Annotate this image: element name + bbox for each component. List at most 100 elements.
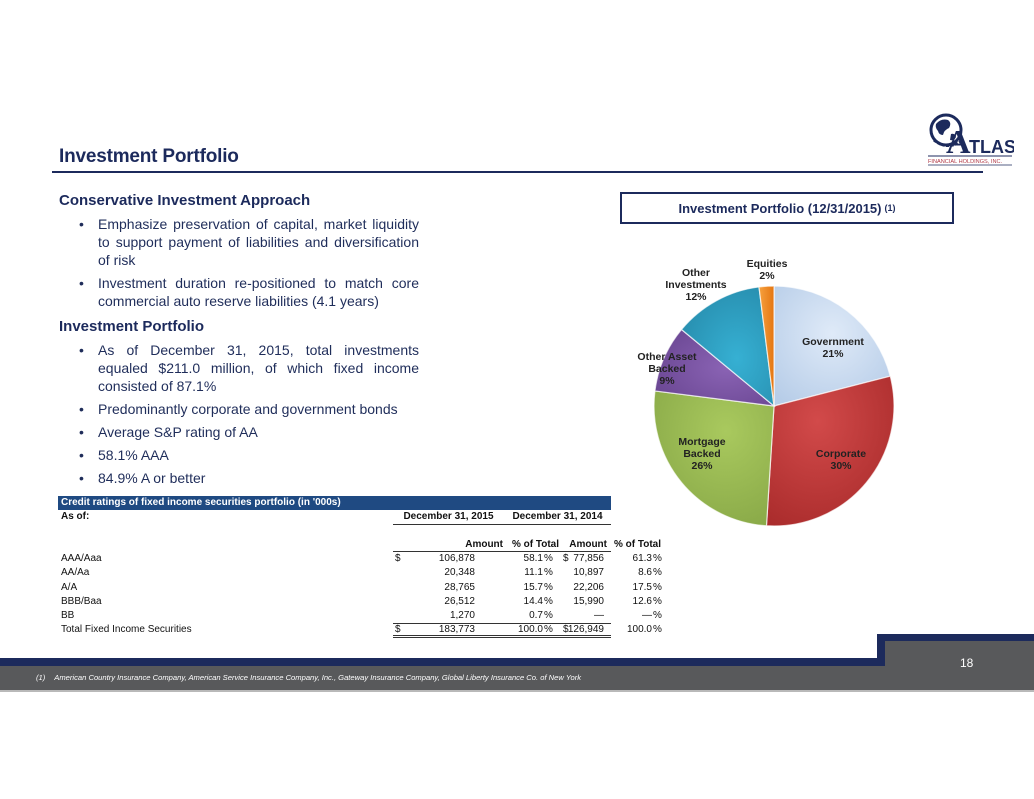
pie-label-corporate: Corporate 30%	[816, 448, 866, 472]
title-divider	[52, 171, 983, 173]
col-header-pct-2015: % of Total	[511, 539, 559, 550]
company-logo: A TLAS FINANCIAL HOLDINGS, INC.	[924, 110, 1016, 170]
currency-symbol: $	[563, 624, 569, 636]
total-amount-2014: 126,949	[567, 624, 604, 636]
pct-2014: 17.5	[632, 581, 652, 593]
amount-2015: 26,512	[444, 595, 475, 607]
amount-2014: 77,856	[573, 553, 604, 565]
table-body: AAA/Aaa $106,878 58.1% $77,856 61.3% AA/Aa 20,…	[58, 552, 662, 623]
logo-a: A	[946, 124, 971, 161]
table-total-row: Total Fixed Income Securities $ 183,773 …	[58, 623, 662, 639]
table-row: BBB/Baa 26,512 14.4% 15,990 12.6%	[58, 595, 662, 609]
footnote-text: American Country Insurance Company, Amer…	[54, 673, 582, 682]
footer-accent-left	[0, 658, 885, 666]
pct-2014: 8.6	[638, 567, 652, 579]
amount-2014: 10,897	[573, 567, 604, 579]
total-pct-2015: 100.0	[517, 624, 543, 636]
chart-footnote-ref: (1)	[884, 203, 896, 213]
pct-2015: 58.1	[523, 553, 543, 565]
currency-symbol: $	[395, 553, 401, 565]
total-pct-2014: 100.0	[626, 624, 652, 636]
footer-bottom-line	[0, 690, 1034, 692]
total-bottom-border	[393, 635, 611, 639]
amount-2015: 1,270	[449, 609, 475, 621]
col-header-amount-2014: Amount	[569, 539, 607, 550]
pct-symbol: %	[653, 609, 662, 621]
period-header-2015: December 31, 2015	[393, 510, 504, 526]
approach-bullets: Emphasize preservation of capital, marke…	[59, 215, 419, 310]
rating-label: AAA/Aaa	[61, 553, 102, 565]
total-top-border	[393, 623, 611, 625]
pie-label-government: Government 21%	[802, 336, 864, 360]
pie-label-equities: Equities 2%	[747, 258, 788, 282]
pie-label-mortgage-backed: Mortgage Backed 26%	[678, 436, 725, 472]
header-underline	[393, 551, 611, 552]
amount-2015: 20,348	[444, 567, 475, 579]
logo-tlas: TLAS	[969, 137, 1014, 157]
rating-label: BB	[61, 609, 75, 621]
chart-title: Investment Portfolio (12/31/2015)	[678, 200, 882, 216]
currency-symbol: $	[563, 553, 569, 565]
col-header-amount-2015: Amount	[465, 539, 503, 550]
page-number: 18	[960, 656, 974, 670]
pie-label-other-investments: Other Investments 12%	[665, 267, 726, 303]
table-row: AA/Aa 20,348 11.1% 10,897 8.6%	[58, 566, 662, 580]
currency-symbol: $	[395, 624, 401, 636]
pct-2015: 14.4	[523, 595, 543, 607]
table-row: BB 1,270 0.7% — —%	[58, 609, 662, 623]
pct-symbol: %	[544, 595, 553, 607]
pie-slice-other-investments	[680, 286, 775, 408]
section-heading-portfolio: Investment Portfolio	[59, 318, 205, 335]
left-content: Conservative Investment Approach Emphasi…	[59, 192, 419, 492]
amount-2014: 22,206	[573, 581, 604, 593]
bullet-item: Predominantly corporate and government b…	[59, 400, 419, 418]
footer-accent-step	[877, 634, 885, 666]
pie-slice-corporate	[765, 375, 895, 527]
bullet-item: 84.9% A or better	[59, 469, 419, 487]
pct-symbol: %	[544, 609, 553, 621]
pct-2014: 61.3	[632, 553, 652, 565]
bullet-item: Investment duration re-positioned to mat…	[59, 274, 419, 310]
pct-2015: 15.7	[523, 581, 543, 593]
pct-symbol: %	[544, 553, 553, 565]
footnote: (1) American Country Insurance Company, A…	[36, 673, 581, 682]
pct-2015: 11.1	[524, 567, 543, 579]
total-amount-2015: 183,773	[438, 624, 475, 636]
pct-symbol: %	[653, 595, 662, 607]
pct-symbol: %	[544, 624, 553, 636]
amount-2015: 106,878	[438, 553, 475, 565]
bullet-item: Emphasize preservation of capital, marke…	[59, 215, 419, 269]
footer-accent-right	[877, 634, 1034, 641]
amount-2014: 15,990	[573, 595, 604, 607]
pct-symbol: %	[653, 581, 662, 593]
pct-symbol: %	[544, 567, 553, 579]
table-row: A/A 28,765 15.7% 22,206 17.5%	[58, 581, 662, 595]
credit-ratings-table: Credit ratings of fixed income securitie…	[58, 496, 662, 639]
pct-symbol: %	[653, 567, 662, 579]
pct-symbol: %	[653, 624, 662, 636]
total-label: Total Fixed Income Securities	[61, 624, 192, 636]
pie-label-other-asset-backed: Other Asset Backed 9%	[637, 351, 697, 387]
rating-label: AA/Aa	[61, 567, 90, 579]
bullet-item: Average S&P rating of AA	[59, 423, 419, 441]
period-header-2014: December 31, 2014	[504, 510, 611, 526]
rating-label: A/A	[61, 581, 78, 593]
pct-2015: 0.7	[529, 609, 543, 621]
pct-symbol: %	[544, 581, 553, 593]
pct-symbol: %	[653, 553, 662, 565]
logo-subtext: FINANCIAL HOLDINGS, INC.	[928, 159, 1003, 165]
pct-2014: —	[642, 609, 652, 621]
section-heading-approach: Conservative Investment Approach	[59, 192, 311, 209]
investment-pie-chart: Government 21% Corporate 30% Mortgage Backed 2…	[637, 258, 895, 527]
table-title: Credit ratings of fixed income securitie…	[58, 496, 611, 510]
pie-slice-government	[773, 285, 891, 407]
chart-title-box: Investment Portfolio (12/31/2015) (1)	[620, 192, 954, 224]
table-spacer	[58, 526, 611, 538]
table-row: AAA/Aaa $106,878 58.1% $77,856 61.3%	[58, 552, 662, 566]
rating-label: BBB/Baa	[61, 595, 102, 607]
pie-slice-mortgage-backed	[653, 390, 775, 527]
as-of-label: As of:	[61, 511, 90, 522]
bullet-item: 58.1% AAA	[59, 446, 419, 464]
bullet-item: As of December 31, 2015, total investmen…	[59, 341, 419, 395]
footnote-number: (1)	[36, 673, 46, 682]
